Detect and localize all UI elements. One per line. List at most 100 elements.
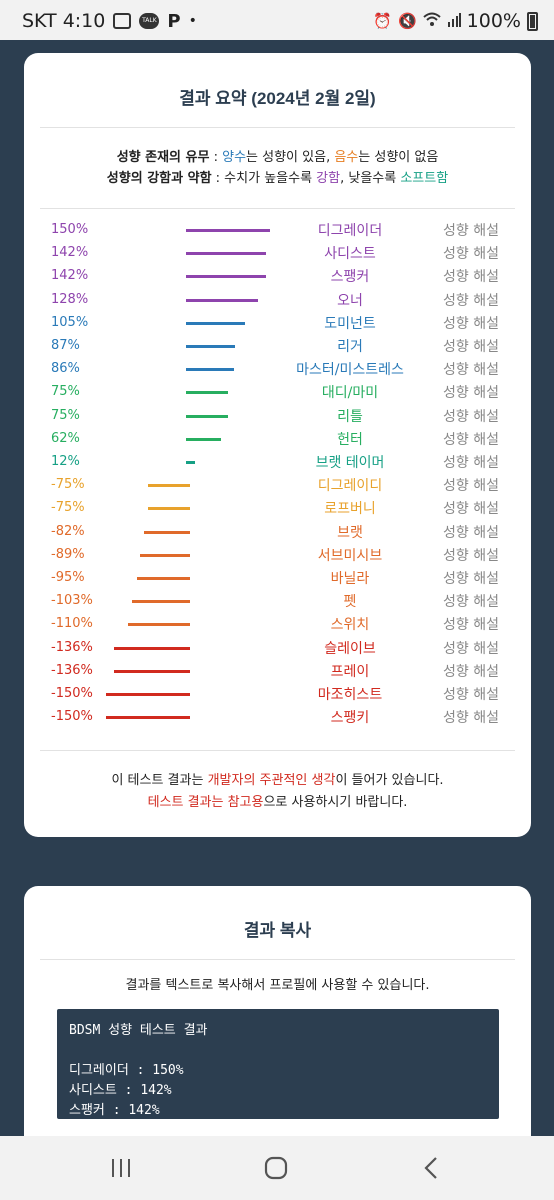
result-type-name: 마조히스트 — [317, 687, 383, 703]
result-row: 142% 스팽커 성향 해설 — [24, 266, 531, 289]
interpretation-link[interactable]: 성향 해설 — [443, 594, 499, 611]
copy-title: 결과 복사 — [243, 921, 312, 940]
result-bar — [148, 484, 190, 488]
interpretation-link[interactable]: 성향 해설 — [443, 663, 499, 680]
status-bar: SKT 4:10 TALK P • ⏰ 🔇 100% — [0, 0, 554, 40]
disclaimer-line-1: 이 테스트 결과는 개발자의 주관적인 생각이 들어가 있습니다. — [24, 769, 531, 788]
result-bar — [132, 600, 190, 604]
interpretation-link[interactable]: 성향 해설 — [443, 710, 499, 727]
result-percent: 75% — [51, 384, 80, 400]
result-percent: -82% — [51, 523, 85, 539]
result-bar — [113, 669, 190, 673]
recents-button[interactable] — [101, 1152, 141, 1184]
result-type-name: 프레이 — [330, 663, 370, 680]
result-bar — [186, 321, 245, 325]
back-button[interactable] — [411, 1152, 451, 1184]
interpretation-link[interactable]: 성향 해설 — [443, 455, 499, 471]
result-row: -150% 마조히스트 성향 해설 — [24, 684, 531, 707]
wifi-icon — [423, 12, 441, 30]
copy-description: 결과를 텍스트로 복사해서 프로필에 사용할 수 있습니다. — [125, 978, 430, 993]
interpretation-link[interactable]: 성향 해설 — [443, 571, 499, 587]
legend-positive: 양수 — [222, 150, 247, 165]
disclaimer-text: 이 들어가 있습니다. — [335, 773, 444, 788]
result-row: 75% 리틀 성향 해설 — [24, 406, 531, 429]
legend-text: , 낮을수록 — [340, 171, 401, 186]
result-row: 12% 브랫 테이머 성향 해설 — [24, 452, 531, 475]
result-type-name: 서브미시브 — [317, 547, 383, 564]
interpretation-link[interactable]: 성향 해설 — [443, 246, 499, 263]
interpretation-link[interactable]: 성향 해설 — [443, 431, 499, 448]
result-percent: 142% — [51, 268, 89, 284]
mute-icon: 🔇 — [397, 12, 417, 30]
result-bar — [128, 623, 190, 627]
result-row: 86% 마스터/미스트레스 성향 해설 — [24, 359, 531, 382]
result-percent: -95% — [51, 570, 85, 585]
result-bar — [186, 298, 258, 302]
navigation-bar — [0, 1136, 554, 1200]
result-row: -136% 프레이 성향 해설 — [24, 661, 531, 684]
result-type-name: 리틀 — [337, 408, 363, 425]
interpretation-link[interactable]: 성향 해설 — [443, 640, 499, 657]
result-percent: 12% — [51, 454, 80, 469]
legend-line-2: 성향의 강함과 약함 : 수치가 높을수록 강함, 낮을수록 소프트함 — [24, 167, 531, 186]
divider — [40, 750, 515, 751]
result-percent: -136% — [51, 662, 93, 678]
result-type-name: 브랫 — [337, 524, 363, 541]
result-text-area[interactable]: BDSM 성향 테스트 결과 디그레이더 : 150% 사디스트 : 142% … — [57, 1009, 499, 1119]
result-bar — [113, 646, 190, 650]
result-row: -103% 펫 성향 해설 — [24, 591, 531, 614]
result-type-name: 마스터/미스트레스 — [296, 362, 404, 379]
result-percent: 86% — [51, 361, 80, 377]
result-bar — [140, 553, 190, 557]
interpretation-link[interactable]: 성향 해설 — [443, 223, 499, 239]
legend-text: : 수치가 높을수록 — [211, 171, 317, 186]
result-row: 105% 도미넌트 성향 해설 — [24, 313, 531, 336]
result-type-name: 스팽커 — [330, 269, 370, 286]
interpretation-link[interactable]: 성향 해설 — [443, 339, 499, 355]
notification-dot: • — [188, 13, 197, 29]
result-percent: -75% — [51, 500, 85, 516]
disclaimer-text: 이 테스트 결과는 — [111, 773, 208, 788]
result-bar — [148, 507, 190, 511]
interpretation-link[interactable]: 성향 해설 — [443, 408, 499, 425]
legend-colon: : — [209, 150, 223, 165]
interpretation-link[interactable]: 성향 해설 — [443, 478, 499, 495]
alarm-icon: ⏰ — [373, 12, 392, 30]
result-percent: 150% — [51, 222, 89, 237]
result-percent: 87% — [51, 338, 80, 353]
home-button[interactable] — [256, 1152, 296, 1184]
interpretation-link[interactable]: 성향 해설 — [443, 617, 499, 634]
interpretation-link[interactable]: 성향 해설 — [443, 501, 499, 518]
interpretation-link[interactable]: 성향 해설 — [443, 292, 499, 309]
talk-icon: TALK — [139, 13, 160, 29]
result-type-name: 헌터 — [337, 431, 363, 448]
result-type-name: 오너 — [337, 292, 363, 309]
result-bar — [186, 368, 235, 372]
result-percent: -150% — [51, 686, 93, 701]
result-percent: 62% — [51, 430, 80, 446]
interpretation-link[interactable]: 성향 해설 — [443, 524, 499, 541]
divider — [40, 127, 515, 128]
back-icon — [424, 1157, 437, 1179]
disclaimer-line-2: 테스트 결과는 참고용으로 사용하시기 바랍니다. — [24, 791, 531, 810]
signal-icon — [447, 10, 461, 32]
result-type-name: 브랫 테이머 — [315, 455, 385, 471]
interpretation-link[interactable]: 성향 해설 — [443, 315, 499, 332]
interpretation-link[interactable]: 성향 해설 — [443, 687, 499, 703]
result-type-name: 리거 — [337, 339, 363, 355]
interpretation-link[interactable]: 성향 해설 — [443, 385, 499, 402]
interpretation-link[interactable]: 성향 해설 — [443, 547, 499, 564]
interpretation-link[interactable]: 성향 해설 — [443, 269, 499, 286]
home-icon — [264, 1156, 288, 1180]
status-left: SKT 4:10 TALK P • — [22, 10, 197, 32]
result-row: 87% 리거 성향 해설 — [24, 336, 531, 359]
legend-text: 는 성향이 없음 — [358, 150, 439, 165]
legend-label-existence: 성향 존재의 유무 — [116, 150, 210, 165]
result-bar — [106, 716, 190, 720]
result-percent: -150% — [51, 709, 93, 725]
carrier-time: SKT 4:10 — [22, 10, 106, 32]
interpretation-link[interactable]: 성향 해설 — [443, 362, 499, 379]
result-bar — [186, 229, 270, 232]
result-bar — [186, 275, 266, 279]
result-percent: 75% — [51, 407, 80, 423]
